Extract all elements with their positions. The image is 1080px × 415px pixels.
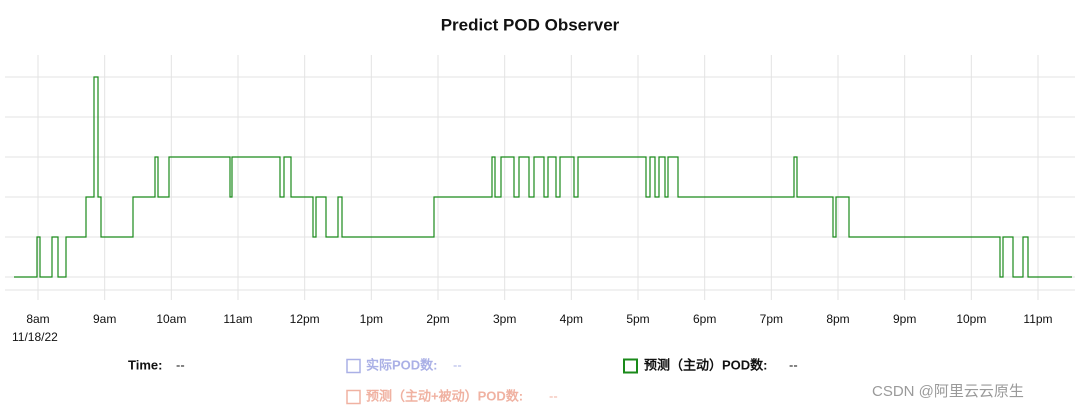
legend-label: 预测（主动+被动）POD数: — [366, 388, 523, 403]
legend-value: -- — [789, 357, 798, 372]
legend-checkbox — [346, 389, 361, 405]
x-tick-label: 1pm — [360, 312, 383, 326]
x-tick-label: 9pm — [893, 312, 916, 326]
series-line — [14, 76, 1072, 278]
legend-checkbox — [346, 358, 361, 374]
watermark: CSDN @阿里云云原生 — [872, 383, 1024, 400]
x-tick-label: 3pm — [493, 312, 516, 326]
chart-title: Predict POD Observer — [441, 15, 620, 34]
x-tick-label: 2pm — [426, 312, 449, 326]
legend-checkbox — [623, 358, 638, 374]
x-tick-label: 4pm — [560, 312, 583, 326]
x-tick-label: 8pm — [826, 312, 849, 326]
x-tick-label: 9am — [93, 312, 116, 326]
x-tick-label: 7pm — [760, 312, 783, 326]
x-tick-label: 5pm — [626, 312, 649, 326]
legend-label: 实际POD数: — [366, 357, 438, 372]
time-value: -- — [176, 357, 185, 372]
date-label: 11/18/22 — [12, 330, 58, 344]
x-tick-label: 12pm — [290, 312, 320, 326]
legend-value: -- — [453, 357, 462, 372]
legend-value: -- — [549, 388, 558, 403]
time-label: Time: — [128, 357, 162, 372]
legend-label: 预测（主动）POD数: — [644, 357, 768, 372]
x-tick-label: 10pm — [956, 312, 986, 326]
x-tick-label: 11pm — [1023, 312, 1052, 326]
x-tick-label: 8am — [26, 312, 49, 326]
x-tick-label: 6pm — [693, 312, 716, 326]
x-tick-label: 10am — [156, 312, 186, 326]
x-tick-label: 11am — [223, 312, 252, 326]
